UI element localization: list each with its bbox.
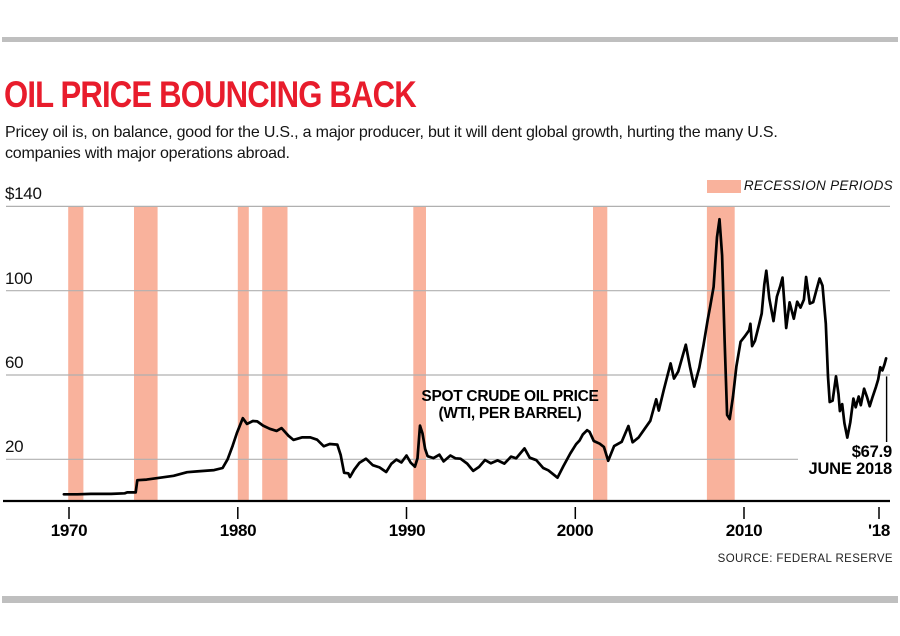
series-annotation: SPOT CRUDE OIL PRICE (WTI, PER BARREL) <box>415 388 605 422</box>
y-axis-label: 100 <box>5 269 33 288</box>
bottom-rule <box>2 596 898 603</box>
price-line <box>62 217 888 496</box>
recession-band <box>237 206 249 501</box>
y-axis-label: 20 <box>5 437 24 456</box>
recession-band <box>262 206 288 501</box>
subtitle-line-1: Pricey oil is, on balance, good for the … <box>5 124 778 141</box>
last-value-label: $67.9 <box>851 443 892 461</box>
y-axis-label: 60 <box>5 353 24 372</box>
recession-band <box>68 206 84 501</box>
top-rule <box>2 37 898 42</box>
x-axis-label: '18 <box>867 521 891 540</box>
subtitle-line-2: companies with major operations abroad. <box>5 145 290 162</box>
series-annotation-line-2: (WTI, PER BARREL) <box>438 405 582 422</box>
x-axis-label: 2000 <box>556 521 594 540</box>
recession-legend-label: RECESSION PERIODS <box>743 178 893 193</box>
y-axis-label: $140 <box>5 184 42 203</box>
source-label: SOURCE: FEDERAL RESERVE <box>717 553 893 565</box>
recession-band <box>413 206 426 501</box>
series-annotation-line-1: SPOT CRUDE OIL PRICE <box>421 388 599 405</box>
page-title: OIL PRICE BOUNCING BACK <box>4 74 417 115</box>
last-value-callout: $67.9 JUNE 2018 <box>798 443 892 479</box>
recession-band <box>593 206 608 501</box>
last-value-date: JUNE 2018 <box>808 460 892 478</box>
x-axis-label: 2010 <box>725 521 763 540</box>
recession-legend-swatch <box>707 180 741 193</box>
x-axis-label: 1990 <box>388 521 426 540</box>
recession-band <box>134 206 158 501</box>
x-axis-label: 1980 <box>219 521 257 540</box>
page-subtitle: Pricey oil is, on balance, good for the … <box>5 122 895 164</box>
x-axis-label: 1970 <box>50 521 88 540</box>
